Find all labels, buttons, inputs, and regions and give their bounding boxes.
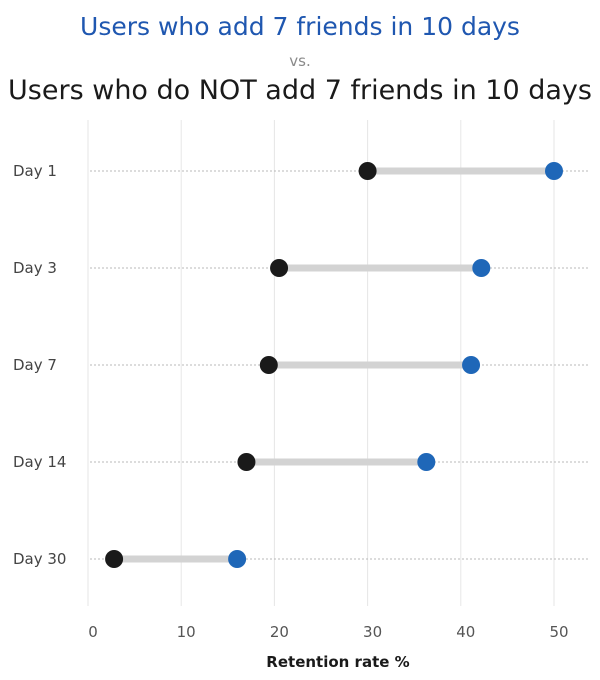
x-tick-label: 0 [88,623,98,641]
x-tick-label: 20 [270,623,289,641]
x-tick-label: 50 [549,623,568,641]
x-tick-label: 10 [177,623,196,641]
dot-without-7-friends [358,162,377,180]
category-label: Day 7 [13,356,57,374]
x-tick-label: 30 [363,623,382,641]
chart-title: Users who add 7 friends in 10 days [80,12,520,41]
dot-with-7-friends [228,550,247,568]
dot-with-7-friends [472,259,491,277]
vs-label: vs. [289,52,311,70]
category-label: Day 1 [13,162,57,180]
x-tick-label: 40 [456,623,475,641]
category-label: Day 30 [13,550,66,568]
x-axis-label: Retention rate % [266,653,409,671]
dot-with-7-friends [462,356,481,374]
dot-without-7-friends [237,453,256,471]
dot-without-7-friends [105,550,124,568]
category-label: Day 14 [13,453,66,471]
category-label: Day 3 [13,259,57,277]
dot-without-7-friends [259,356,278,374]
dot-with-7-friends [417,453,436,471]
dot-with-7-friends [545,162,563,180]
dot-without-7-friends [270,259,289,277]
chart-subtitle: Users who do NOT add 7 friends in 10 day… [8,75,592,106]
